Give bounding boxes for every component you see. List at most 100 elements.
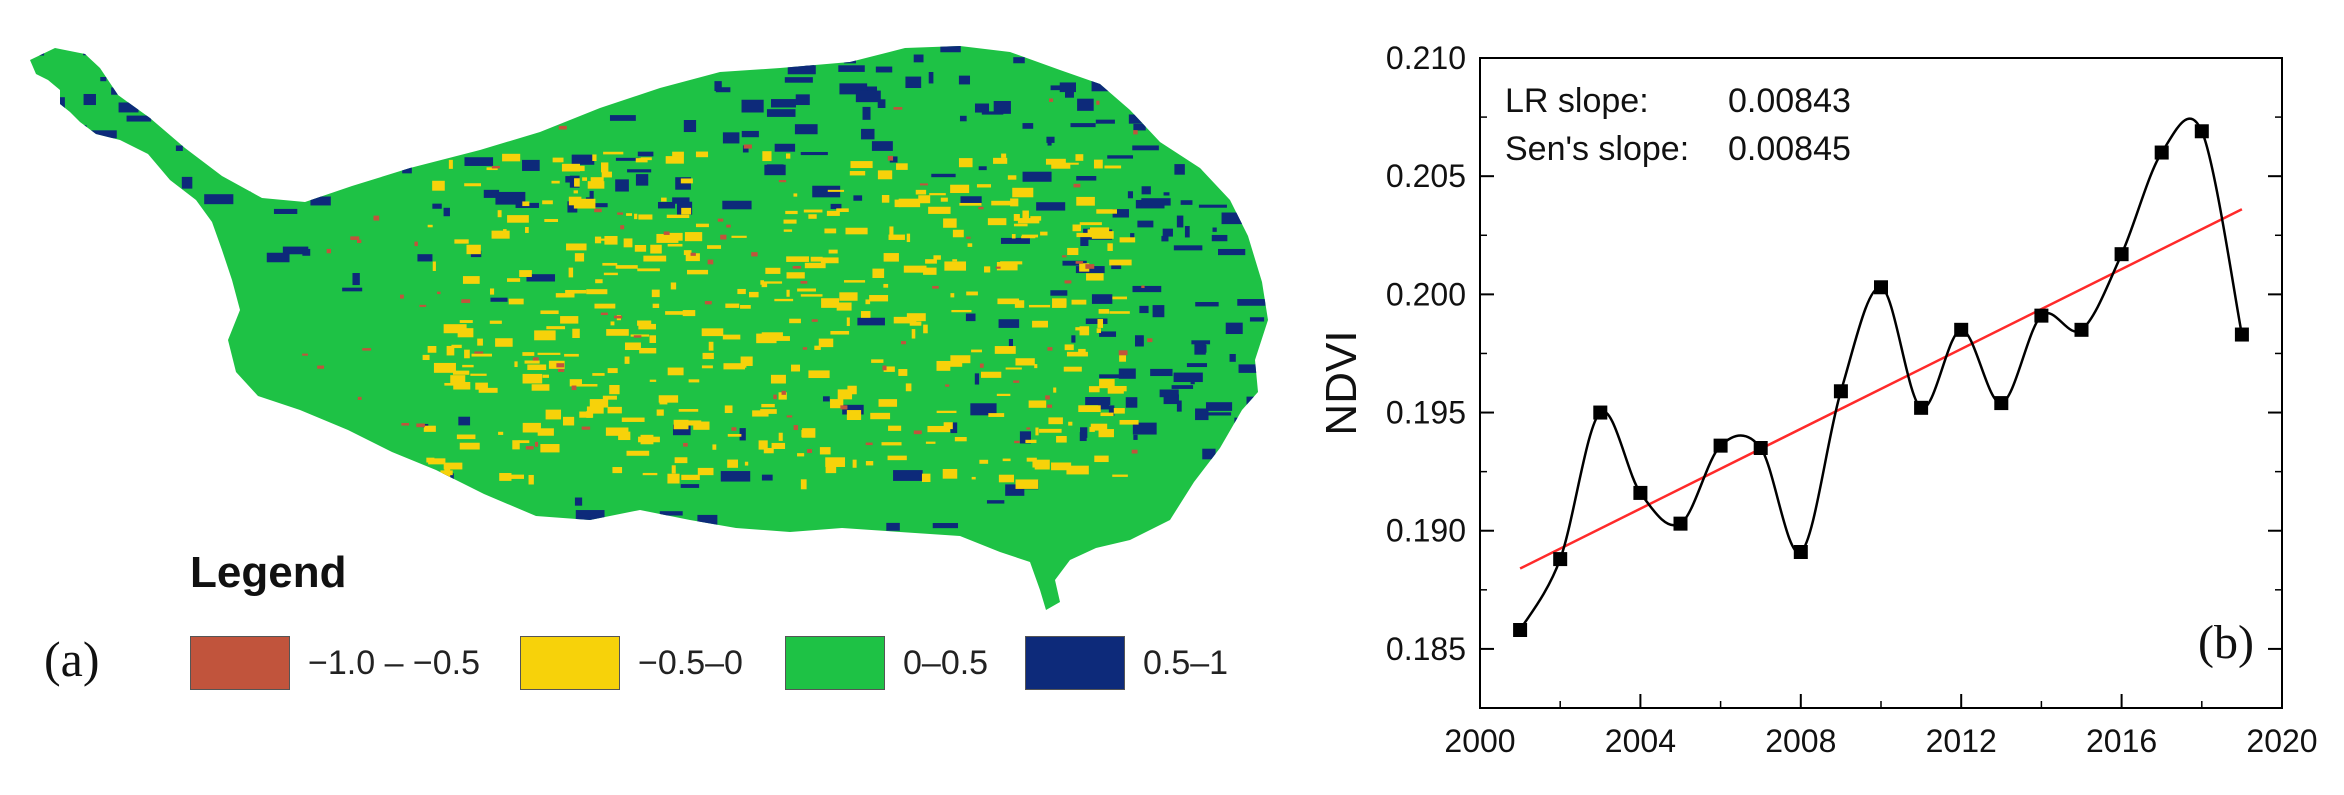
map-patch [714, 81, 722, 92]
map-patch [502, 153, 521, 162]
map-patch [490, 297, 508, 302]
map-patch [927, 425, 951, 433]
map-patch [783, 229, 793, 232]
map-patch [797, 453, 805, 457]
map-patch [1014, 300, 1025, 308]
map-patch [615, 157, 639, 161]
map-patch [1099, 379, 1115, 389]
map-patch [722, 334, 741, 340]
map-patch [1221, 119, 1243, 125]
map-patch [64, 125, 87, 134]
map-patch [1051, 163, 1071, 169]
map-patch [789, 318, 801, 324]
map-patch [251, 88, 266, 99]
map-patch [690, 252, 696, 256]
map-patch [781, 390, 786, 395]
map-patch [474, 351, 484, 354]
map-patch [1080, 235, 1089, 247]
map-patch [1011, 234, 1016, 239]
map-patch [613, 315, 623, 319]
map-patch [743, 144, 752, 149]
map-patch [302, 353, 308, 356]
map-patch [667, 473, 680, 484]
map-patch [503, 229, 507, 237]
map-patch [1007, 175, 1017, 180]
map-patch [923, 324, 928, 334]
map-patch [1047, 141, 1052, 146]
map-patch [594, 303, 616, 309]
map-patch [830, 203, 842, 209]
data-point [1673, 516, 1688, 531]
map-patch [1050, 290, 1068, 296]
panel-label-b: (b) [2198, 616, 2254, 669]
map-patch [464, 183, 482, 187]
map-patch [1243, 87, 1250, 97]
map-patch [950, 293, 955, 298]
map-patch [1013, 57, 1025, 64]
map-patch [778, 432, 783, 441]
map-patch [1112, 209, 1129, 218]
map-patch [515, 95, 523, 102]
map-patch [933, 255, 941, 260]
map-patch [771, 336, 790, 341]
map-patch [715, 87, 731, 93]
map-patch [685, 232, 700, 238]
map-patch [575, 510, 605, 523]
map-patch [649, 379, 657, 382]
map-patch [520, 60, 543, 74]
map-patch [154, 46, 163, 49]
map-patch [787, 65, 816, 75]
map-patch [352, 273, 360, 286]
map-patch [1238, 197, 1261, 205]
map-patch [887, 455, 907, 461]
map-patch [1045, 158, 1066, 165]
map-patch [617, 212, 624, 215]
map-patch [573, 198, 596, 209]
map-patch [1091, 294, 1113, 304]
map-patch [1071, 335, 1076, 343]
map-patch [996, 393, 1011, 397]
map-patch [875, 66, 893, 73]
map-patch [1128, 114, 1156, 124]
map-patch [177, 340, 197, 348]
map-patch [1085, 318, 1108, 324]
map-patch [778, 392, 787, 400]
map-patch [774, 143, 796, 152]
map-patch [1022, 210, 1029, 220]
map-patch [460, 82, 478, 86]
map-patch [778, 180, 787, 183]
map-patch [1079, 263, 1090, 272]
map-patch [542, 374, 549, 378]
map-patch [453, 381, 471, 390]
map-patch [722, 132, 740, 144]
map-patch [923, 267, 937, 275]
map-patch [1119, 237, 1136, 243]
map-patch [1070, 123, 1096, 128]
map-patch [1028, 304, 1051, 308]
map-patch [620, 225, 625, 230]
map-patch [1050, 85, 1075, 91]
map-patch [1028, 400, 1047, 408]
map-patch [1180, 200, 1193, 205]
map-patch [905, 76, 922, 89]
map-patch [761, 403, 775, 408]
map-patch [1237, 299, 1266, 306]
map-patch [551, 180, 560, 184]
map-patch [1086, 273, 1104, 281]
map-patch [1194, 94, 1213, 105]
map-patch [803, 209, 823, 213]
map-patch [1146, 107, 1175, 116]
data-point [1753, 441, 1768, 455]
map-patch [847, 385, 857, 395]
map-patch [364, 521, 389, 531]
map-patch [526, 274, 556, 282]
data-point [1954, 322, 1969, 337]
map-patch [970, 403, 997, 416]
map-patch [1198, 204, 1227, 208]
map-patch [1249, 317, 1265, 322]
map-patch [1100, 63, 1130, 69]
map-patch [990, 219, 996, 225]
map-patch [1219, 571, 1243, 581]
map-patch [342, 114, 364, 118]
map-patch [855, 90, 881, 103]
